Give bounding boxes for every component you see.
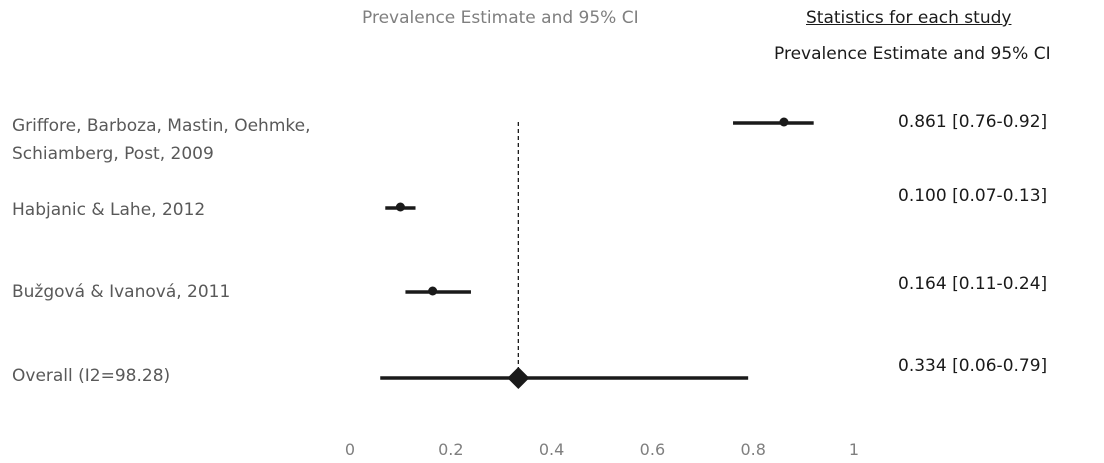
x-tick-label: 0.4 bbox=[539, 440, 564, 459]
overall-label: Overall (I2=98.28) bbox=[12, 366, 171, 386]
stat-value-buzgova: 0.164 [0.11-0.24] bbox=[898, 274, 1048, 294]
x-tick-label: 0.2 bbox=[438, 440, 463, 459]
stat-value-griffore: 0.861 [0.76-0.92] bbox=[898, 112, 1048, 132]
point-estimate bbox=[428, 286, 438, 296]
stats-header: Statistics for each study bbox=[806, 8, 1012, 28]
x-tick-label: 1 bbox=[849, 440, 859, 459]
study-label-griffore: Griffore, Barboza, Mastin, Oehmke, Schia… bbox=[12, 116, 311, 164]
stat-value-habjanic: 0.100 [0.07-0.13] bbox=[898, 186, 1048, 206]
study-label-buzgova: Bužgová & Ivanová, 2011 bbox=[12, 282, 231, 302]
x-tick-label: 0.6 bbox=[640, 440, 665, 459]
point-estimate bbox=[395, 202, 405, 212]
stats-subheader: Prevalence Estimate and 95% CI bbox=[774, 44, 1051, 64]
x-tick-label: 0.8 bbox=[740, 440, 765, 459]
x-tick-label: 0 bbox=[345, 440, 355, 459]
point-estimate bbox=[779, 117, 789, 127]
overall-diamond bbox=[507, 367, 530, 389]
chart-title: Prevalence Estimate and 95% CI bbox=[362, 8, 639, 28]
stat-value-overall: 0.334 [0.06-0.79] bbox=[898, 356, 1048, 376]
study-label-habjanic: Habjanic & Lahe, 2012 bbox=[12, 200, 206, 220]
